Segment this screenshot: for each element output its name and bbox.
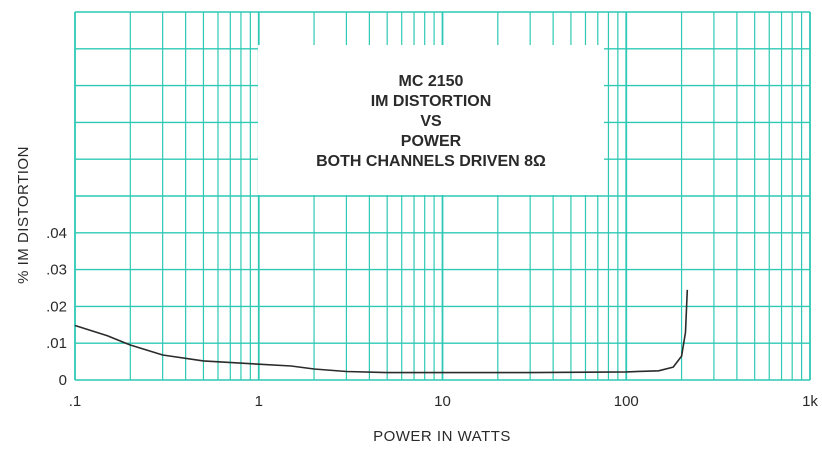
series-group <box>74 289 689 374</box>
x-tick-label: 10 <box>434 393 451 410</box>
y-tick-label: .02 <box>46 298 67 315</box>
x-tick-label: 100 <box>614 393 639 410</box>
title-box <box>258 45 604 195</box>
x-tick-label: .1 <box>69 393 82 410</box>
y-tick-label: 0 <box>59 372 67 389</box>
x-tick-label: 1 <box>255 393 263 410</box>
title-line-3: VS <box>420 113 442 130</box>
y-axis-title: % IM DISTORTION <box>15 146 32 284</box>
title-line-2: IM DISTORTION <box>371 93 492 110</box>
title-line-5: BOTH CHANNELS DRIVEN 8Ω <box>316 153 546 170</box>
series-line-0 <box>74 289 689 374</box>
grid <box>74 11 811 381</box>
y-tick-label: .01 <box>46 335 67 352</box>
x-tick-label: 1k <box>802 393 818 410</box>
tick-labels: .1 1 10 100 1k 0 .01 .02 .03 .04 <box>46 225 818 410</box>
title-line-1: MC 2150 <box>399 73 464 90</box>
y-tick-label: .04 <box>46 225 67 242</box>
title-line-4: POWER <box>401 133 462 150</box>
y-tick-label: .03 <box>46 262 67 279</box>
x-axis-title: POWER IN WATTS <box>373 428 511 445</box>
chart-title: MC 2150 IM DISTORTION VS POWER BOTH CHAN… <box>316 73 546 170</box>
